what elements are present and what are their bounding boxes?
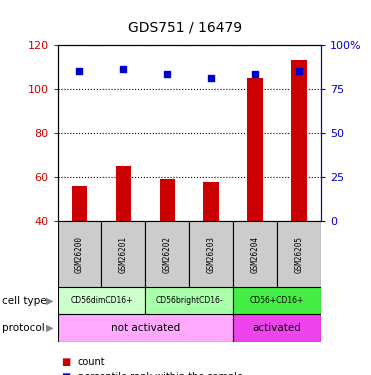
Bar — [116, 166, 131, 221]
Text: ▶: ▶ — [46, 296, 54, 306]
Text: GSM26201: GSM26201 — [119, 236, 128, 273]
Bar — [101, 221, 145, 287]
Bar — [233, 221, 277, 287]
Text: GSM26202: GSM26202 — [163, 236, 172, 273]
Text: ■: ■ — [61, 372, 70, 375]
Text: count: count — [78, 357, 105, 367]
Bar — [247, 78, 263, 221]
Bar — [277, 221, 321, 287]
Bar — [145, 287, 233, 314]
Bar — [58, 287, 145, 314]
Bar — [291, 60, 307, 221]
Text: CD56dimCD16+: CD56dimCD16+ — [70, 296, 133, 305]
Bar — [189, 221, 233, 287]
Text: GDS751 / 16479: GDS751 / 16479 — [128, 21, 243, 34]
Text: percentile rank within the sample: percentile rank within the sample — [78, 372, 243, 375]
Text: cell type: cell type — [2, 296, 46, 306]
Text: not activated: not activated — [111, 323, 180, 333]
Point — [296, 68, 302, 74]
Text: GSM26204: GSM26204 — [250, 236, 260, 273]
Bar — [58, 221, 101, 287]
Text: CD56+CD16+: CD56+CD16+ — [250, 296, 304, 305]
Point — [252, 70, 258, 76]
Point — [164, 70, 170, 76]
Bar — [233, 287, 321, 314]
Bar — [160, 179, 175, 221]
Bar — [233, 314, 321, 342]
Point — [121, 66, 127, 72]
Text: CD56brightCD16-: CD56brightCD16- — [155, 296, 223, 305]
Bar — [58, 314, 233, 342]
Text: protocol: protocol — [2, 323, 45, 333]
Point — [208, 75, 214, 81]
Text: GSM26205: GSM26205 — [295, 236, 303, 273]
Text: ■: ■ — [61, 357, 70, 367]
Text: GSM26203: GSM26203 — [207, 236, 216, 273]
Bar — [203, 182, 219, 221]
Point — [76, 68, 82, 74]
Text: activated: activated — [253, 323, 302, 333]
Text: GSM26200: GSM26200 — [75, 236, 84, 273]
Text: ▶: ▶ — [46, 323, 54, 333]
Bar — [72, 186, 87, 221]
Bar — [145, 221, 189, 287]
